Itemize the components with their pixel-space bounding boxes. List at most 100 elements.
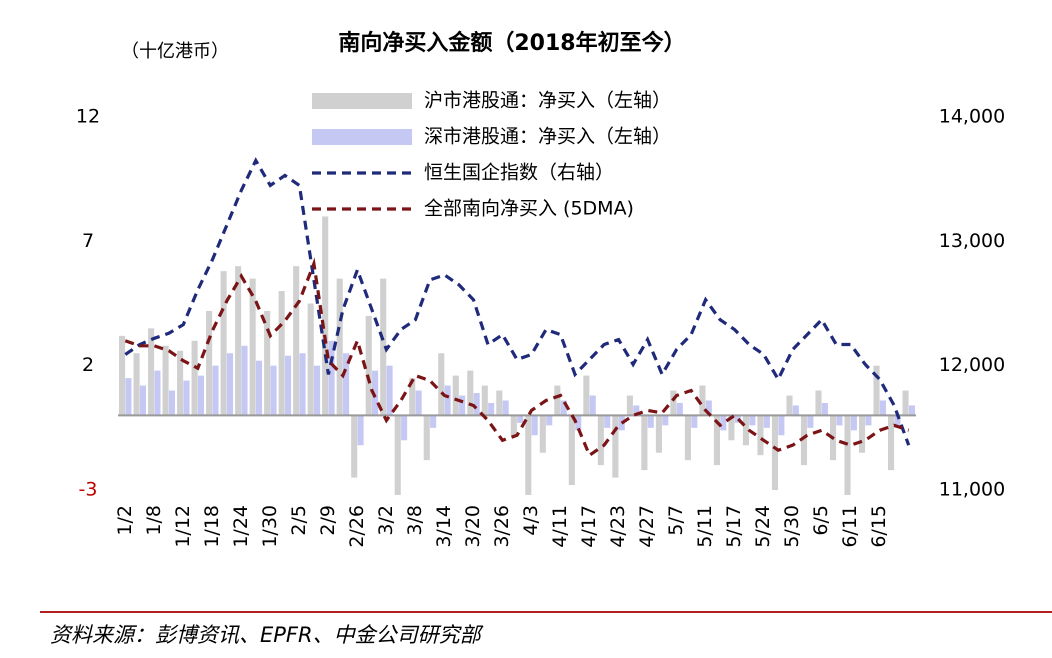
bar	[887, 415, 895, 471]
x-tick-label: 5/24	[752, 505, 774, 548]
x-tick-label: 3/26	[491, 505, 513, 548]
x-tick-label: 2/26	[346, 505, 368, 548]
bar	[713, 415, 720, 466]
bar	[728, 415, 735, 441]
bar	[119, 335, 126, 416]
bar	[264, 310, 271, 416]
bar	[633, 405, 640, 416]
x-tick-label: 1/24	[230, 505, 252, 548]
bar	[183, 380, 190, 416]
bar	[177, 350, 184, 416]
bar	[430, 415, 437, 428]
bar	[438, 353, 445, 416]
bar	[249, 278, 256, 416]
y-tick-label: 2	[82, 354, 94, 376]
bar	[148, 328, 155, 416]
bar	[365, 315, 372, 416]
bar	[734, 415, 741, 423]
bar	[278, 291, 285, 416]
bar	[894, 415, 901, 428]
bar	[531, 415, 538, 436]
bar	[488, 402, 495, 416]
x-tick-label: 2/9	[317, 505, 339, 536]
bar	[372, 370, 379, 416]
x-tick-label: 5/7	[665, 505, 687, 536]
bar	[670, 390, 677, 416]
bar	[444, 385, 451, 416]
bar	[807, 415, 814, 428]
bar	[539, 415, 546, 453]
bar	[125, 378, 132, 416]
bar	[293, 266, 300, 416]
bar	[191, 340, 198, 416]
bar	[771, 415, 779, 490]
bar	[568, 415, 575, 486]
bar	[560, 400, 567, 416]
bar	[206, 310, 213, 416]
bar	[409, 378, 416, 416]
bar	[299, 353, 306, 416]
bar	[197, 375, 205, 416]
bar	[328, 340, 335, 416]
bar	[162, 345, 169, 416]
y-axis-label: （十亿港币）	[121, 41, 229, 62]
bar	[386, 365, 393, 416]
bar	[612, 415, 619, 478]
bar	[255, 360, 263, 416]
legend-label: 全部南向净买入 (5DMA)	[424, 198, 634, 220]
bar	[749, 415, 756, 426]
chart-title: 南向净买入金额（2018年初至今）	[338, 30, 685, 56]
bar	[322, 216, 329, 416]
bar	[815, 390, 822, 416]
bar	[647, 415, 654, 428]
bar	[473, 393, 480, 416]
bar	[168, 390, 176, 416]
bar	[343, 353, 350, 416]
bar	[525, 415, 532, 495]
bar	[742, 415, 750, 446]
bar	[641, 415, 648, 471]
bar	[139, 385, 147, 416]
bar	[336, 278, 343, 416]
x-tick-label: 5/17	[723, 505, 745, 548]
x-tick-label: 1/30	[259, 505, 281, 548]
y2-tick-label: 14,000	[939, 106, 1005, 128]
x-tick-label: 3/14	[433, 505, 455, 548]
bar	[351, 415, 358, 478]
bar	[510, 415, 517, 436]
bar	[401, 415, 408, 441]
line	[124, 157, 911, 446]
bar	[496, 390, 503, 416]
bar	[220, 271, 227, 416]
x-tick-label: 6/11	[839, 505, 861, 548]
bar	[821, 402, 828, 416]
bar	[705, 400, 712, 416]
bar	[792, 405, 799, 416]
bar	[502, 400, 509, 416]
bar	[452, 375, 459, 416]
bar	[394, 415, 401, 495]
y2-tick-label: 13,000	[939, 230, 1005, 252]
bar	[583, 375, 590, 416]
x-tick-label: 4/11	[549, 505, 571, 548]
y-tick-label: -3	[79, 479, 98, 501]
bar	[655, 415, 662, 453]
x-tick-label: 4/17	[578, 505, 600, 548]
source: 资料来源：彭博资讯、EPFR、中金公司研究部	[50, 623, 484, 647]
bar	[459, 395, 466, 416]
bar	[357, 415, 364, 446]
bar	[517, 415, 524, 423]
bar	[836, 415, 843, 426]
bar	[786, 395, 793, 416]
bar	[720, 415, 727, 431]
bar	[626, 395, 633, 416]
bar	[908, 405, 915, 416]
bar	[597, 415, 604, 466]
x-tick-label: 5/11	[694, 505, 716, 548]
bar	[589, 395, 596, 416]
line	[124, 257, 910, 458]
legend-label: 深市港股通：净买入（左轴）	[424, 126, 671, 148]
bar	[873, 365, 880, 416]
bar	[684, 415, 691, 461]
